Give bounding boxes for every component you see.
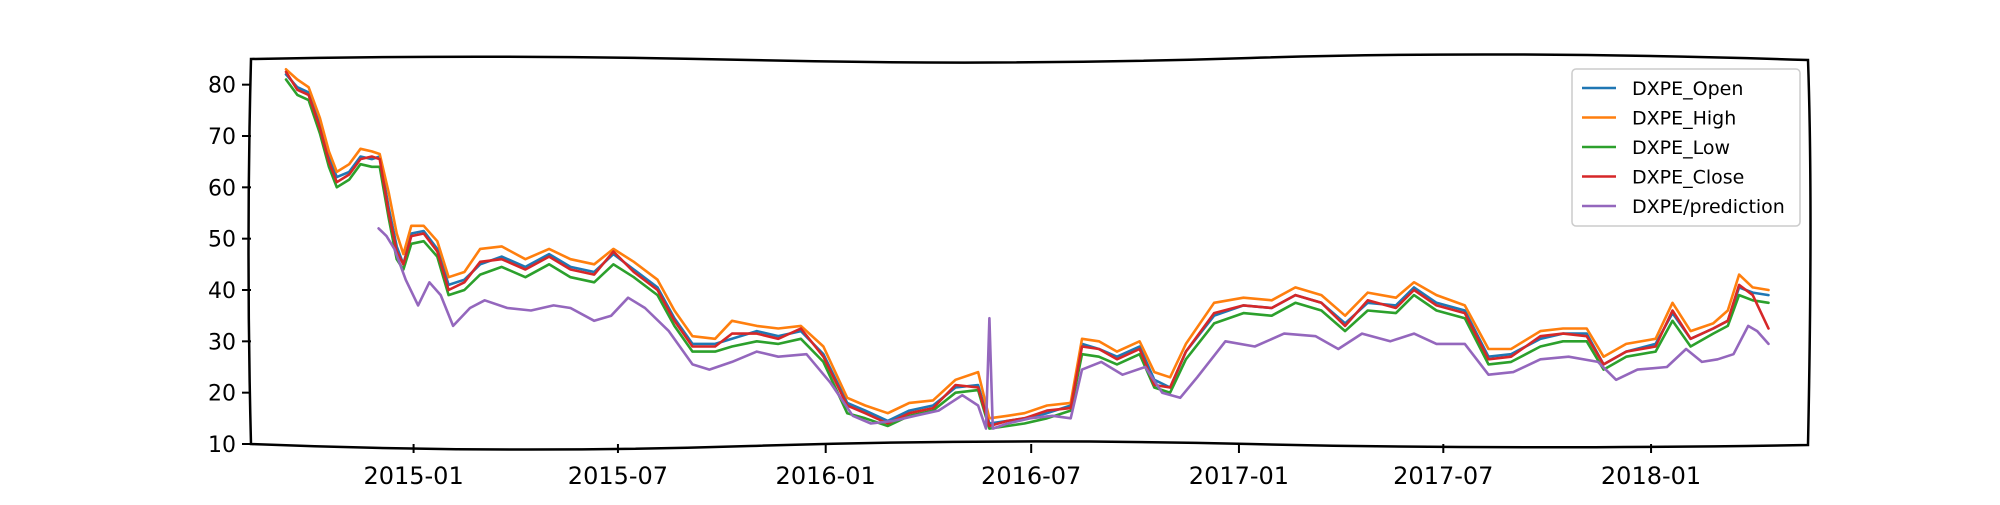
series-line-dxpe-low bbox=[284, 78, 1770, 430]
x-tick-label: 2015-01 bbox=[363, 462, 463, 490]
y-tick-label: 20 bbox=[208, 382, 236, 407]
y-tick-label: 50 bbox=[208, 228, 236, 253]
series-line-dxpe-close bbox=[284, 70, 1770, 428]
y-tick-label: 30 bbox=[208, 330, 236, 355]
y-tick-label: 40 bbox=[208, 279, 236, 304]
legend-label: DXPE_Low bbox=[1632, 137, 1730, 159]
legend-label: DXPE_High bbox=[1632, 108, 1736, 130]
y-tick-label: 70 bbox=[208, 125, 236, 150]
legend-label: DXPE/prediction bbox=[1632, 196, 1785, 218]
series-line-dxpe-high bbox=[284, 68, 1770, 420]
x-tick-label: 2015-07 bbox=[568, 462, 668, 490]
x-tick-label: 2017-01 bbox=[1189, 462, 1289, 490]
plot-frame bbox=[247, 53, 1812, 451]
legend-box bbox=[1571, 68, 1801, 227]
x-tick-label: 2016-07 bbox=[981, 462, 1081, 490]
series-line-dxpe-prediction bbox=[377, 227, 1770, 430]
y-tick-label: 60 bbox=[208, 176, 236, 201]
y-tick-label: 80 bbox=[208, 74, 236, 99]
legend: DXPE_Open DXPE_High DXPE_Low DXPE_Close DXPE… bbox=[1571, 68, 1801, 227]
series-layer bbox=[284, 68, 1770, 430]
x-tick-label: 2016-01 bbox=[776, 462, 876, 490]
x-tick-label: 2018-01 bbox=[1601, 462, 1701, 490]
x-tick-label: 2017-07 bbox=[1393, 462, 1493, 490]
axes-layer: 10 20 30 40 50 60 70 80 2015-01 2015-07 2016-01 201… bbox=[208, 53, 1812, 490]
legend-label: DXPE_Open bbox=[1632, 78, 1743, 100]
y-tick-label: 10 bbox=[208, 433, 236, 458]
legend-label: DXPE_Close bbox=[1632, 167, 1744, 189]
